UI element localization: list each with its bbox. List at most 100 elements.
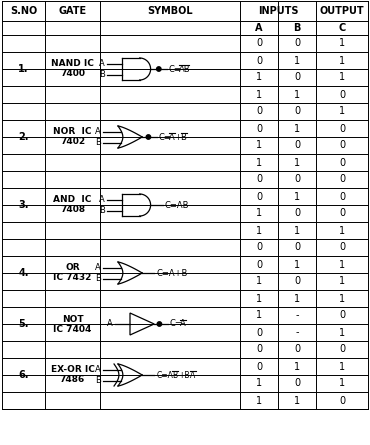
Text: C=A: C=A [156, 371, 173, 380]
Text: 0: 0 [294, 174, 300, 185]
Text: AND  IC: AND IC [53, 195, 92, 205]
Text: C=: C= [159, 133, 171, 142]
Text: C=A+B: C=A+B [156, 268, 188, 278]
Text: 0: 0 [256, 106, 262, 117]
Text: 5.: 5. [18, 319, 29, 329]
Text: 1: 1 [339, 39, 345, 49]
Text: NOT: NOT [62, 315, 83, 324]
Text: 0: 0 [294, 39, 300, 49]
Text: B: B [95, 376, 101, 385]
Text: 4.: 4. [18, 268, 29, 278]
Text: 0: 0 [256, 124, 262, 134]
Text: 0: 0 [294, 243, 300, 252]
Text: 7402: 7402 [60, 138, 85, 146]
Text: A: A [190, 371, 195, 380]
Text: 0: 0 [294, 73, 300, 82]
Text: 0: 0 [294, 379, 300, 388]
Text: 1: 1 [339, 106, 345, 117]
Text: 0: 0 [256, 39, 262, 49]
Text: B: B [95, 274, 101, 283]
Text: 0: 0 [256, 243, 262, 252]
Text: B: B [172, 371, 177, 380]
Text: 0: 0 [256, 174, 262, 185]
Text: +B: +B [178, 371, 190, 380]
Text: 1: 1 [294, 158, 300, 167]
Text: 0: 0 [294, 141, 300, 150]
Text: A: A [169, 133, 174, 142]
Text: NAND IC: NAND IC [51, 60, 94, 69]
Text: C: C [339, 23, 346, 33]
Text: 1: 1 [339, 56, 345, 65]
Text: 0: 0 [256, 259, 262, 270]
Text: B: B [99, 206, 105, 215]
Text: A: A [99, 59, 105, 68]
Text: 0: 0 [294, 106, 300, 117]
Text: 0: 0 [256, 361, 262, 372]
Text: 1: 1 [294, 259, 300, 270]
Text: B: B [99, 70, 105, 79]
Text: 0: 0 [294, 276, 300, 287]
Text: 1: 1 [256, 209, 262, 218]
Text: 1: 1 [339, 259, 345, 270]
Text: 1: 1 [294, 396, 300, 405]
Text: C=: C= [169, 320, 182, 328]
Text: 7408: 7408 [60, 206, 85, 214]
Text: 1: 1 [339, 361, 345, 372]
Text: SYMBOL: SYMBOL [147, 6, 193, 16]
Text: 0: 0 [256, 191, 262, 202]
Text: 1: 1 [294, 361, 300, 372]
Text: 0: 0 [339, 209, 345, 218]
Text: 0: 0 [339, 243, 345, 252]
Text: 0: 0 [339, 344, 345, 355]
Text: EX-OR IC: EX-OR IC [51, 365, 94, 375]
Text: 0: 0 [256, 56, 262, 65]
Text: A: A [99, 195, 105, 204]
Text: A: A [179, 320, 185, 328]
Text: B: B [95, 138, 101, 147]
Text: 1: 1 [256, 141, 262, 150]
Circle shape [146, 135, 151, 139]
Text: INPUTS: INPUTS [258, 6, 298, 16]
Text: 1: 1 [294, 226, 300, 235]
Text: 1: 1 [294, 294, 300, 303]
Text: 7400: 7400 [60, 69, 85, 78]
Text: B: B [181, 133, 186, 142]
Text: IC 7404: IC 7404 [53, 324, 92, 333]
Text: 1: 1 [339, 276, 345, 287]
Text: 7486: 7486 [60, 376, 85, 384]
Text: 0: 0 [294, 209, 300, 218]
Text: 1: 1 [339, 226, 345, 235]
Text: A: A [255, 23, 263, 33]
Text: 1: 1 [339, 73, 345, 82]
Text: 1: 1 [294, 89, 300, 100]
Circle shape [157, 67, 161, 71]
Text: 0: 0 [339, 396, 345, 405]
Text: A: A [107, 320, 113, 328]
Text: OR: OR [65, 263, 80, 272]
Text: 0: 0 [256, 328, 262, 337]
Text: 0: 0 [339, 124, 345, 134]
Text: C=: C= [169, 65, 182, 73]
Text: 1: 1 [294, 56, 300, 65]
Text: 2.: 2. [18, 132, 29, 142]
Text: 1: 1 [256, 294, 262, 303]
Text: 0: 0 [294, 344, 300, 355]
Circle shape [157, 322, 162, 326]
Text: 0: 0 [339, 158, 345, 167]
Text: NOR  IC: NOR IC [53, 128, 92, 137]
Text: A: A [95, 127, 101, 136]
Text: -: - [295, 311, 299, 320]
Text: 1.: 1. [18, 64, 29, 74]
Text: S.NO: S.NO [10, 6, 37, 16]
Text: 0: 0 [339, 141, 345, 150]
Text: 1: 1 [339, 294, 345, 303]
Text: -: - [295, 328, 299, 337]
Text: OUTPUT: OUTPUT [320, 6, 364, 16]
Text: GATE: GATE [58, 6, 87, 16]
Text: 6.: 6. [18, 370, 29, 380]
Text: 1: 1 [339, 328, 345, 337]
Text: A: A [95, 365, 101, 374]
Text: 0: 0 [339, 311, 345, 320]
Text: 1: 1 [294, 191, 300, 202]
Text: 1: 1 [256, 73, 262, 82]
